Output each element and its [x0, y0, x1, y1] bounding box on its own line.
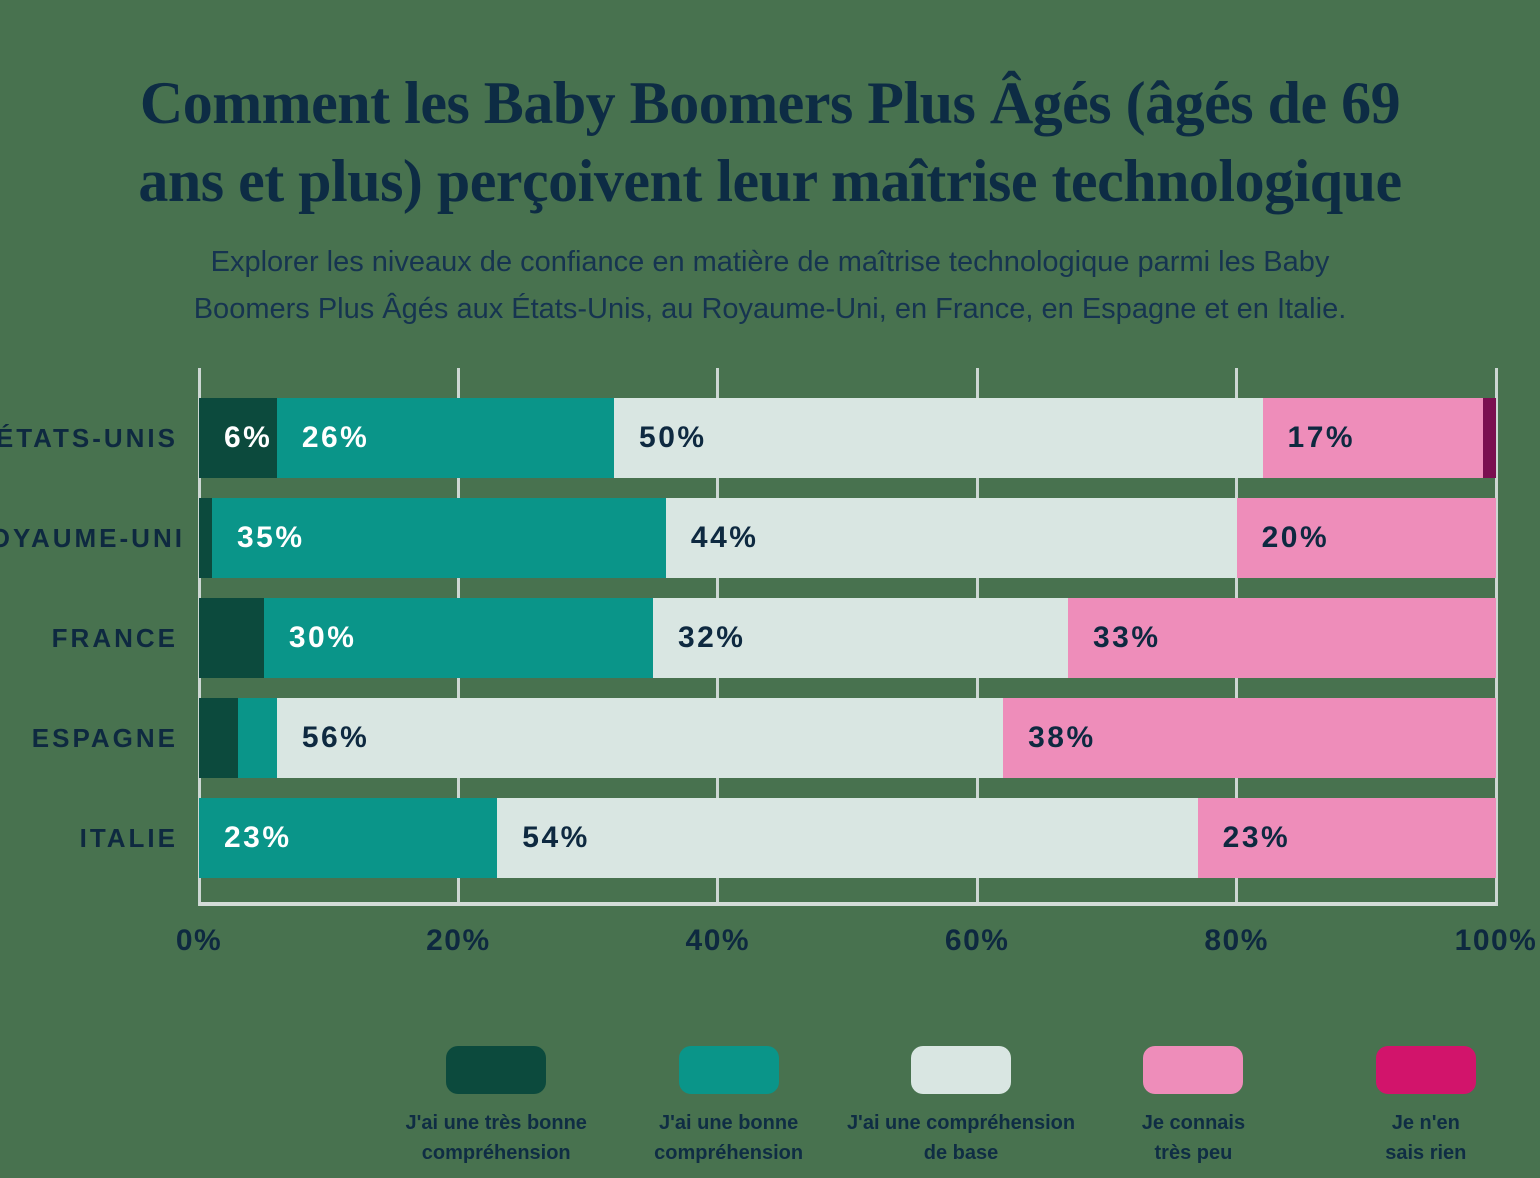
- bar-row: FRANCE 30% 32% 33%: [52, 598, 1496, 678]
- bar-value-label: 35%: [236, 521, 305, 554]
- bar-segment: 38%: [1003, 698, 1496, 778]
- bar-segment: [1483, 398, 1496, 478]
- x-axis-line: [199, 902, 1496, 906]
- bar-value-label: 23%: [1222, 821, 1291, 854]
- bar-segment: 23%: [199, 798, 498, 878]
- legend-item-label-line2: sais rien: [1385, 1142, 1467, 1164]
- bar-row: ÉTATS-UNIS 6% 26% 50% 17%: [0, 398, 1496, 478]
- legend-item-label-line2: compréhension: [654, 1142, 804, 1164]
- legend-swatch: [911, 1046, 1012, 1094]
- bar-row: ROYAUME-UNI 35% 44% 20%: [0, 498, 1496, 578]
- bar-segment: [199, 698, 238, 778]
- bar-row: ITALIE 23% 54% 23%: [80, 798, 1496, 878]
- bar-segment: 50%: [614, 398, 1263, 478]
- bar-value-label: 32%: [677, 621, 746, 654]
- bar-value-label: 56%: [301, 721, 370, 754]
- x-axis-tick-label: 100%: [1454, 924, 1538, 957]
- category-label: ITALIE: [79, 823, 178, 853]
- chart-subtitle-line1: Explorer les niveaux de confiance en mat…: [210, 246, 1330, 278]
- chart-title-line1: Comment les Baby Boomers Plus Âgés (âgés…: [139, 70, 1401, 137]
- chart-subtitle: Explorer les niveaux de confiance en mat…: [0, 239, 1540, 333]
- bar-segment: [237, 698, 277, 778]
- legend-item-label-line1: Je connais: [1141, 1112, 1246, 1134]
- legend-item-label: Je n'en sais rien: [1385, 1108, 1466, 1168]
- bar-segment: 33%: [1067, 598, 1496, 678]
- bar-value-label: 38%: [1028, 721, 1096, 754]
- bar-value-label: 44%: [690, 521, 759, 554]
- category-label: ÉTATS-UNIS: [0, 423, 178, 453]
- category-label: ROYAUME-UNI: [0, 523, 185, 553]
- bar-segment: 32%: [652, 598, 1068, 678]
- legend-item-label-line2: compréhension: [421, 1142, 571, 1164]
- legend: J'ai une très bonne compréhension J'ai une…: [380, 1046, 1540, 1168]
- gridline: [1494, 368, 1498, 906]
- bar-value-label: 17%: [1287, 421, 1356, 454]
- plot-area: ÉTATS-UNIS 6% 26% 50% 17% ROYAUME-UNI 35% 44% 20…: [0, 368, 1498, 906]
- bar-value-label: 54%: [522, 821, 590, 854]
- bar-row: ESPAGNE 56% 38%: [32, 698, 1496, 778]
- bar-value-label: 30%: [288, 621, 357, 654]
- legend-item: Je n'en sais rien: [1310, 1046, 1540, 1168]
- legend-item: J'ai une compréhension de base: [845, 1046, 1077, 1168]
- legend-swatch: [1143, 1046, 1244, 1094]
- bar-segment: 17%: [1262, 398, 1484, 478]
- bar-segment: 26%: [276, 398, 615, 478]
- x-axis-tick-label: 20%: [426, 924, 491, 957]
- bar-segment: 54%: [497, 798, 1198, 878]
- chart-subtitle-line2: Boomers Plus Âgés aux États-Unis, au Roy…: [193, 292, 1347, 325]
- legend-item-label-line2: très peu: [1154, 1142, 1233, 1164]
- bar-segment: [199, 598, 264, 678]
- legend-item: Je connais très peu: [1077, 1046, 1309, 1168]
- legend-item-label-line2: de base: [923, 1142, 999, 1164]
- x-axis-tick-label: 80%: [1204, 924, 1269, 957]
- chart-title: Comment les Baby Boomers Plus Âgés (âgés…: [0, 64, 1540, 220]
- bar-segment: 30%: [263, 598, 653, 678]
- category-label: ESPAGNE: [31, 723, 178, 753]
- legend-swatch: [678, 1046, 779, 1094]
- legend-item-label: J'ai une très bonne compréhension: [405, 1108, 586, 1168]
- legend-item-label: J'ai une bonne compréhension: [654, 1108, 803, 1168]
- legend-item-label: J'ai une compréhension de base: [847, 1108, 1075, 1168]
- legend-item: J'ai une très bonne compréhension: [380, 1046, 612, 1168]
- bar-segment: [199, 498, 212, 578]
- category-label: FRANCE: [51, 623, 178, 653]
- legend-item-label-line1: J'ai une compréhension: [846, 1112, 1076, 1134]
- bar-segment: 56%: [276, 698, 1004, 778]
- legend-item-label: Je connais très peu: [1142, 1108, 1245, 1168]
- legend-item-label-line1: J'ai une bonne: [658, 1112, 799, 1134]
- legend-swatch: [1375, 1046, 1476, 1094]
- bar-value-label: 23%: [224, 821, 292, 854]
- legend-item: J'ai une bonne compréhension: [612, 1046, 844, 1168]
- x-axis-tick-label: 40%: [685, 924, 751, 957]
- legend-swatch: [446, 1046, 547, 1094]
- x-axis-tick-label: 0%: [175, 924, 223, 957]
- chart-title-line2: ans et plus) perçoivent leur maîtrise te…: [138, 148, 1402, 215]
- bar-value-label: 26%: [301, 421, 370, 454]
- bar-value-label: 6%: [224, 421, 273, 454]
- legend-item-label-line1: J'ai une très bonne: [405, 1112, 587, 1134]
- legend-item-label-line1: Je n'en: [1391, 1112, 1460, 1134]
- bar-value-label: 20%: [1261, 521, 1330, 554]
- bar-segment: 23%: [1197, 798, 1496, 878]
- x-axis-labels: 0% 20% 40% 60% 80% 100%: [176, 924, 1536, 968]
- bar-segment: 44%: [665, 498, 1237, 578]
- bar-segment: 35%: [211, 498, 666, 578]
- bar-segment: 6%: [199, 398, 277, 478]
- bar-value-label: 33%: [1092, 621, 1161, 654]
- bar-segment: 20%: [1236, 498, 1496, 578]
- bar-value-label: 50%: [639, 421, 707, 454]
- x-axis-tick-label: 60%: [944, 924, 1010, 957]
